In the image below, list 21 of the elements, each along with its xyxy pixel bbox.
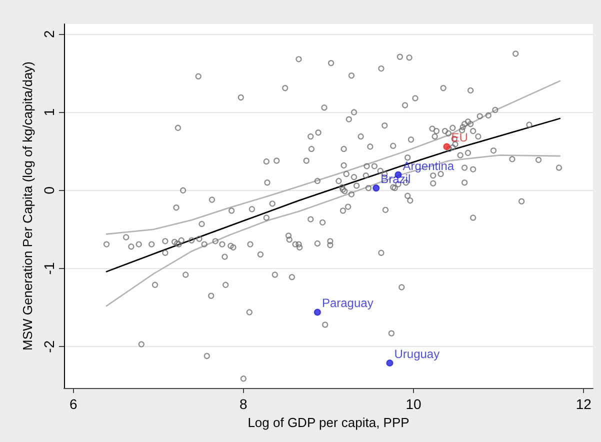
x-tick-label: 6 bbox=[69, 396, 78, 412]
x-tick-label: 8 bbox=[240, 396, 248, 412]
x-tick-label: 10 bbox=[406, 396, 422, 412]
point bbox=[314, 308, 321, 316]
y-axis-title: MSW Generation Per Capita (log of kg/capita/day) bbox=[20, 61, 36, 351]
point bbox=[372, 184, 380, 192]
y-tick-label: -2 bbox=[41, 340, 57, 353]
y-tick-label: 1 bbox=[41, 108, 57, 116]
series-label: EU bbox=[451, 130, 468, 145]
point bbox=[443, 143, 450, 150]
series-label: Paraguay bbox=[322, 296, 374, 310]
x-tick-label: 12 bbox=[576, 396, 592, 412]
point bbox=[386, 360, 394, 367]
y-tick-label: 2 bbox=[41, 30, 57, 38]
series-label: Uruguay bbox=[394, 347, 440, 362]
series-label: Argentina bbox=[402, 158, 454, 173]
line-series bbox=[106, 80, 561, 235]
x-axis-title: Log of GDP per capita, PPP bbox=[248, 414, 410, 430]
line-series bbox=[106, 118, 561, 272]
y-tick-label: 0 bbox=[41, 186, 57, 194]
y-tick-label: -1 bbox=[41, 262, 57, 275]
